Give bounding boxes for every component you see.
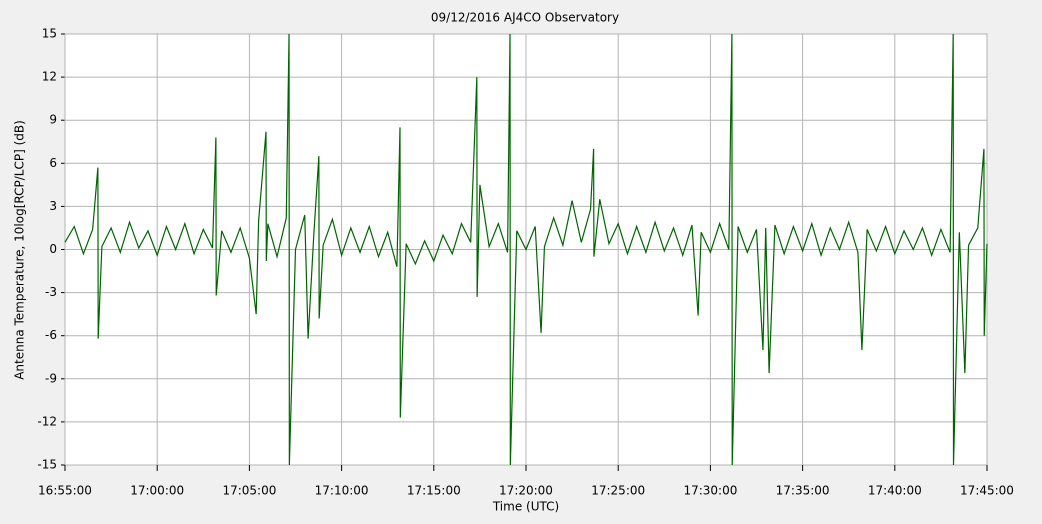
y-tick-label: 6 <box>49 156 57 170</box>
y-tick-label: -6 <box>45 328 57 342</box>
y-tick-label: -3 <box>45 285 57 299</box>
x-axis-label: Time (UTC) <box>492 500 559 514</box>
y-tick-label: 15 <box>42 27 57 41</box>
x-tick-label: 17:20:00 <box>499 484 553 498</box>
x-tick-label: 17:45:00 <box>960 484 1014 498</box>
y-tick-label: -12 <box>37 414 57 428</box>
y-tick-label: 0 <box>49 242 57 256</box>
data-line <box>64 33 988 466</box>
y-tick-label: 9 <box>49 113 57 127</box>
x-tick-label: 16:55:00 <box>38 484 92 498</box>
x-tick-label: 17:30:00 <box>683 484 737 498</box>
x-tick-label: 17:40:00 <box>868 484 922 498</box>
x-tick-label: 17:00:00 <box>130 484 184 498</box>
x-tick-label: 17:15:00 <box>407 484 461 498</box>
y-tick-label: -9 <box>45 371 57 385</box>
x-tick-label: 17:05:00 <box>222 484 276 498</box>
x-tick-label: 17:10:00 <box>315 484 369 498</box>
y-axis-label: Antenna Temperature, 10log[RCP/LCP] (dB) <box>13 120 27 380</box>
y-tick-label: -15 <box>37 458 57 472</box>
chart-title: 09/12/2016 AJ4CO Observatory <box>431 11 619 25</box>
y-tick-label: 3 <box>49 199 57 213</box>
x-tick-label: 17:35:00 <box>776 484 830 498</box>
y-tick-label: 12 <box>42 70 57 84</box>
x-tick-label: 17:25:00 <box>591 484 645 498</box>
